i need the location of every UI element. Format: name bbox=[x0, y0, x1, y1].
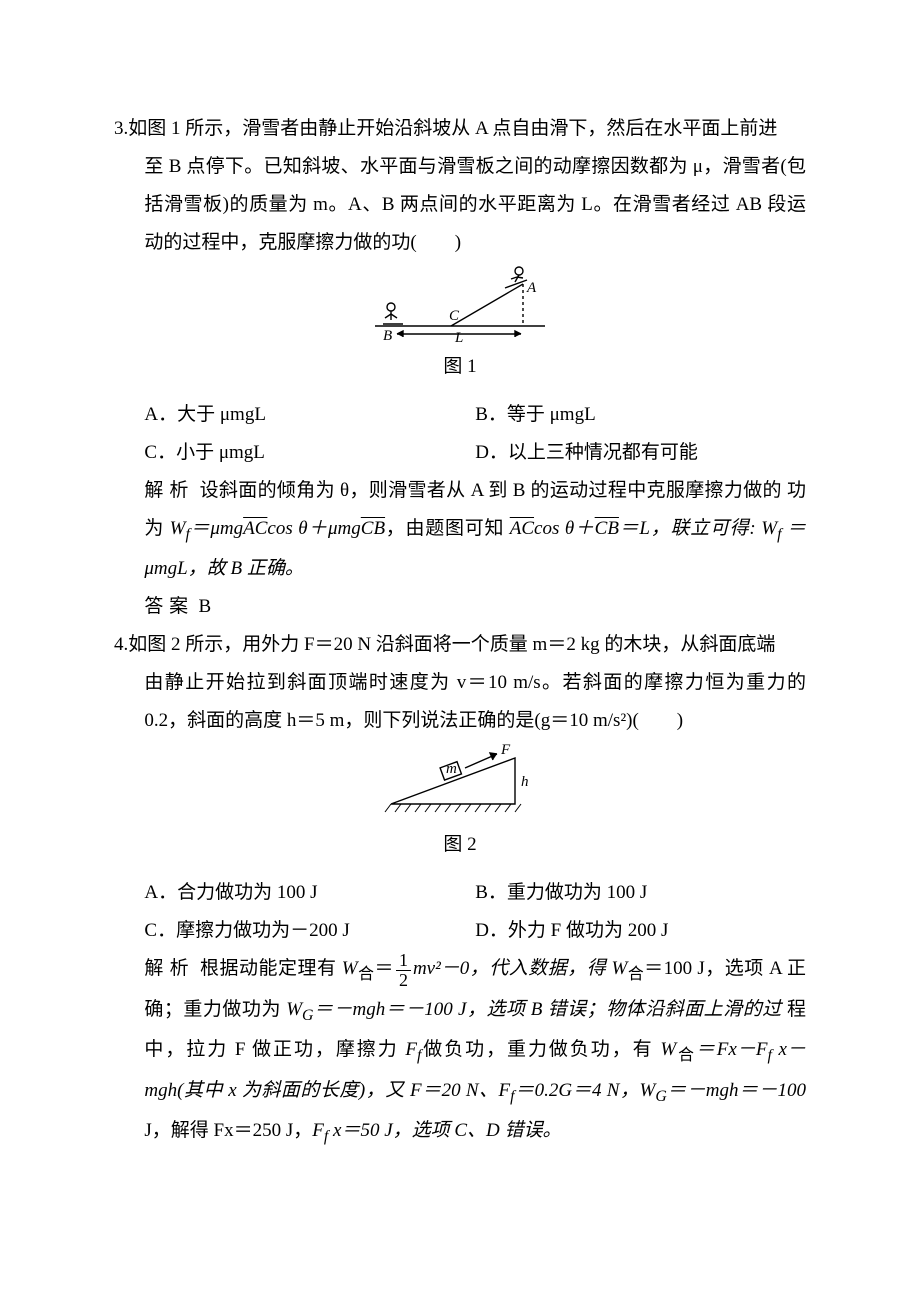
q4-4N: ＝0.2G＝4 N， bbox=[515, 1080, 640, 1101]
q3-stem-line1: 如图 1 所示，滑雪者由静止开始沿斜坡从 A 点自由滑下，然后在水平面上前进 bbox=[128, 118, 777, 139]
q3-stem-line2: 至 B 点停下。已知斜坡、水平面与滑雪板之间的动摩擦因数都为 μ，滑雪者(包 bbox=[144, 156, 806, 177]
fig2-label-h: h bbox=[521, 774, 529, 790]
q3-rhs: ＝L，联立可得: bbox=[619, 518, 761, 539]
q4-Gsub: G bbox=[302, 1007, 313, 1024]
q3-option-D: D．以上三种情况都有可能 bbox=[475, 434, 806, 472]
q3-eq1: ＝μmg bbox=[190, 518, 243, 539]
q4-Gsub2: G bbox=[655, 1088, 666, 1105]
q4-WG2: W bbox=[639, 1080, 655, 1101]
q4-option-C: C．摩擦力做功为－200 J bbox=[144, 912, 475, 950]
q4-figure: F m h bbox=[114, 744, 806, 822]
q4-Ff3: F bbox=[499, 1080, 511, 1101]
q3-answer-label: 答案 bbox=[144, 596, 193, 617]
q3-option-A: A．大于 μmgL bbox=[144, 396, 475, 434]
q4-xminus: x－ bbox=[772, 1039, 806, 1060]
q3-answer-value: B bbox=[199, 596, 212, 617]
q4-WG: W bbox=[286, 999, 302, 1020]
q3-AC2: AC bbox=[510, 518, 534, 539]
q4-50: x＝50 J，选项 C、D 错误。 bbox=[328, 1120, 561, 1141]
q3-analysis-label: 解析 bbox=[144, 480, 194, 501]
q4-l5: J，解得 Fx＝250 J， bbox=[144, 1120, 312, 1141]
q4-Whe2: W bbox=[612, 958, 628, 979]
q3-stem-line3: 括滑雪板)的质量为 m。A、B 两点间的水平距离为 L。在滑雪者经过 AB 段运 bbox=[144, 194, 806, 215]
fig2-label-m: m bbox=[446, 761, 457, 777]
q4-eq100: ＝100 J，选项 A bbox=[644, 958, 782, 979]
q4-l4: mgh(其中 x 为斜面的长度)，又 F＝20 N、 bbox=[144, 1080, 498, 1101]
q4-frac-den: 2 bbox=[396, 971, 411, 990]
q4-option-D: D．外力 F 做功为 200 J bbox=[475, 912, 806, 950]
q3-Wf2: W bbox=[761, 518, 777, 539]
fig1-label-A: A bbox=[526, 280, 537, 296]
q3-CB2: CB bbox=[595, 518, 619, 539]
q3-stem: 3.如图 1 所示，滑雪者由静止开始沿斜坡从 A 点自由滑下，然后在水平面上前进… bbox=[114, 110, 806, 262]
q3-figure: A B C L bbox=[114, 266, 806, 344]
fig2-label-F: F bbox=[500, 744, 511, 758]
q3-stem-line4: 动的过程中，克服摩擦力做的功( ) bbox=[144, 232, 461, 253]
q4-l3b: 做负功，重力做负功，有 bbox=[421, 1039, 660, 1060]
q3-figure-caption: 图 1 bbox=[114, 348, 806, 386]
q4-option-A: A．合力做功为 100 J bbox=[144, 874, 475, 912]
q4-mv2: mv²－0，代入数据，得 bbox=[413, 958, 612, 979]
q4-Whe3: W bbox=[660, 1039, 676, 1060]
q3-cos1: cos θ＋μmg bbox=[267, 518, 360, 539]
q3-analysis: 解析 设斜面的倾角为 θ，则滑雪者从 A 到 B 的运动过程中克服摩擦力做的 功… bbox=[114, 472, 806, 588]
q4-Fx: ＝Fx－ bbox=[696, 1039, 756, 1060]
fig1-label-L: L bbox=[454, 330, 463, 344]
q4-number: 4. bbox=[114, 634, 128, 655]
q3-AC1: AC bbox=[243, 518, 267, 539]
q4-Ff4: F bbox=[312, 1120, 324, 1141]
figure-2-svg: F m h bbox=[375, 744, 545, 822]
q3-Wf2-sub: f bbox=[777, 526, 781, 543]
q3-Wf: W bbox=[170, 518, 186, 539]
q4-he3: 合 bbox=[676, 1047, 696, 1064]
q3-CB1: CB bbox=[361, 518, 385, 539]
q4-frac-num: 1 bbox=[396, 951, 411, 971]
q4-figure-caption: 图 2 bbox=[114, 826, 806, 864]
q4-stem-line1: 如图 2 所示，用外力 F＝20 N 沿斜面将一个质量 m＝2 kg 的木块，从… bbox=[128, 634, 775, 655]
q3-number: 3. bbox=[114, 118, 128, 139]
q3-ana-l1: 设斜面的倾角为 θ，则滑雪者从 A 到 B 的运动过程中克服摩擦力做的 bbox=[200, 480, 782, 501]
q4-ana-l1: 根据动能定理有 bbox=[200, 958, 342, 979]
q3-mid: ，由题图可知 bbox=[385, 518, 510, 539]
q4-analysis-label: 解析 bbox=[144, 958, 194, 979]
q4-eq: ＝ bbox=[374, 958, 394, 979]
q4-neg100: ＝－mgh＝－100 bbox=[667, 1080, 806, 1101]
q4-options: A．合力做功为 100 J B．重力做功为 100 J C．摩擦力做功为－200… bbox=[114, 874, 806, 950]
fig1-label-B: B bbox=[383, 328, 392, 344]
q4-Whe1: W bbox=[342, 958, 358, 979]
figure-1-svg: A B C L bbox=[363, 266, 558, 344]
q4-he2: 合 bbox=[627, 966, 644, 983]
q3-option-B: B．等于 μmgL bbox=[475, 396, 806, 434]
q4-Ff1: F bbox=[405, 1039, 417, 1060]
q4-Ff2: F bbox=[756, 1039, 768, 1060]
q4-stem: 4.如图 2 所示，用外力 F＝20 N 沿斜面将一个质量 m＝2 kg 的木块… bbox=[114, 626, 806, 740]
q3-cos2: cos θ＋ bbox=[534, 518, 595, 539]
q4-stem-line2: 由静止开始拉到斜面顶端时速度为 v＝10 m/s。若斜面的摩擦力恒为重力的 bbox=[144, 672, 806, 693]
question-3: 3.如图 1 所示，滑雪者由静止开始沿斜坡从 A 点自由滑下，然后在水平面上前进… bbox=[114, 110, 806, 626]
q4-he1: 合 bbox=[358, 966, 375, 983]
q3-answer: 答案 B bbox=[114, 588, 806, 626]
q4-analysis: 解析 根据动能定理有 W合＝12mv²－0，代入数据，得 W合＝100 J，选项… bbox=[114, 950, 806, 1152]
q4-neg-mgh: ＝－mgh＝－100 J，选项 B 错误；物体沿斜面上滑的过 bbox=[313, 999, 781, 1020]
q4-option-B: B．重力做功为 100 J bbox=[475, 874, 806, 912]
q3-options: A．大于 μmgL B．等于 μmgL C．小于 μmgL D．以上三种情况都有… bbox=[114, 396, 806, 472]
fig1-label-C: C bbox=[449, 308, 460, 324]
q4-stem-line3: 0.2，斜面的高度 h＝5 m，则下列说法正确的是(g＝10 m/s²)( ) bbox=[144, 710, 683, 731]
q3-option-C: C．小于 μmgL bbox=[144, 434, 475, 472]
question-4: 4.如图 2 所示，用外力 F＝20 N 沿斜面将一个质量 m＝2 kg 的木块… bbox=[114, 626, 806, 1152]
